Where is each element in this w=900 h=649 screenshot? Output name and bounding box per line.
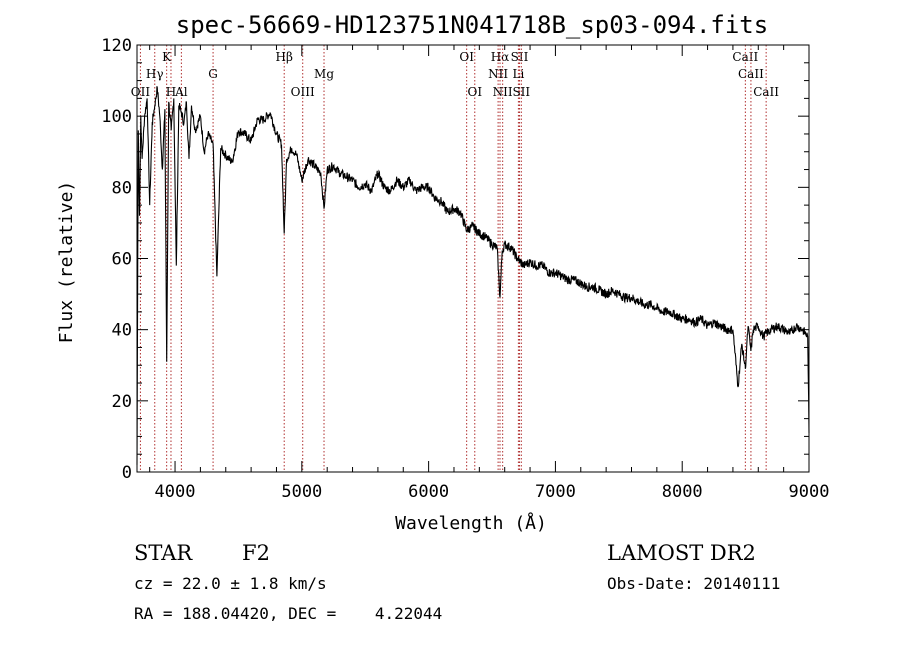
line-label: OI <box>467 85 482 99</box>
line-label: G <box>208 67 218 81</box>
y-tick-label: 20 <box>112 392 132 412</box>
y-tick-label: 120 <box>101 36 132 56</box>
y-tick-label: 60 <box>112 250 132 270</box>
x-tick-label: 5000 <box>281 482 322 502</box>
object-subclass: F2 <box>242 541 270 565</box>
redshift-cz: cz = 22.0 ± 1.8 km/s <box>134 574 327 593</box>
line-label: Mg <box>314 67 334 81</box>
line-label: NII <box>488 67 508 81</box>
line-label: Al <box>174 85 188 99</box>
y-axis-label: Flux (relative) <box>56 181 77 344</box>
line-label: OI <box>459 50 474 64</box>
spectrum-series-line <box>136 86 810 465</box>
y-axis-ticks: 0 20 40 60 80 100 120 <box>101 36 809 483</box>
y-tick-label: 0 <box>122 463 132 483</box>
x-axis-label: Wavelength (Å) <box>395 512 547 534</box>
line-label: CaII <box>738 67 764 81</box>
line-label: CaII <box>732 50 758 64</box>
line-label: OII <box>131 85 151 99</box>
observation-date: Obs-Date: 20140111 <box>607 574 780 593</box>
line-label: SII <box>512 85 530 99</box>
line-label: Hα <box>491 50 510 64</box>
x-tick-label: 9000 <box>789 482 830 502</box>
line-label: NII <box>493 85 513 99</box>
survey-name: LAMOST DR2 <box>607 541 756 565</box>
chart-title: spec-56669-HD123751N041718B_sp03-094.fit… <box>176 11 768 39</box>
y-tick-label: 100 <box>101 107 132 127</box>
line-label: CaII <box>753 85 779 99</box>
object-class: STAR <box>134 541 193 565</box>
line-label: H <box>166 85 176 99</box>
ra-dec-coordinates: RA = 188.04420, DEC = 4.22044 <box>134 604 442 623</box>
line-label: SII <box>511 50 529 64</box>
x-tick-label: 7000 <box>535 482 576 502</box>
x-axis-ticks: 4000 5000 6000 7000 8000 9000 <box>149 45 830 502</box>
line-label: OIII <box>291 85 315 99</box>
line-label: Hγ <box>146 67 164 81</box>
spectral-line-markers: OIIHγKHAlGHβOIIIMgOIOIHαNIINIISIILiSIICa… <box>131 45 779 472</box>
line-label: Li <box>512 67 524 81</box>
line-label: K <box>162 50 172 64</box>
x-tick-label: 4000 <box>155 482 196 502</box>
y-tick-label: 80 <box>112 178 132 198</box>
line-label: Hβ <box>276 50 293 64</box>
y-tick-label: 40 <box>112 321 132 341</box>
x-tick-label: 6000 <box>408 482 449 502</box>
plot-frame <box>136 44 810 473</box>
x-tick-label: 8000 <box>662 482 703 502</box>
